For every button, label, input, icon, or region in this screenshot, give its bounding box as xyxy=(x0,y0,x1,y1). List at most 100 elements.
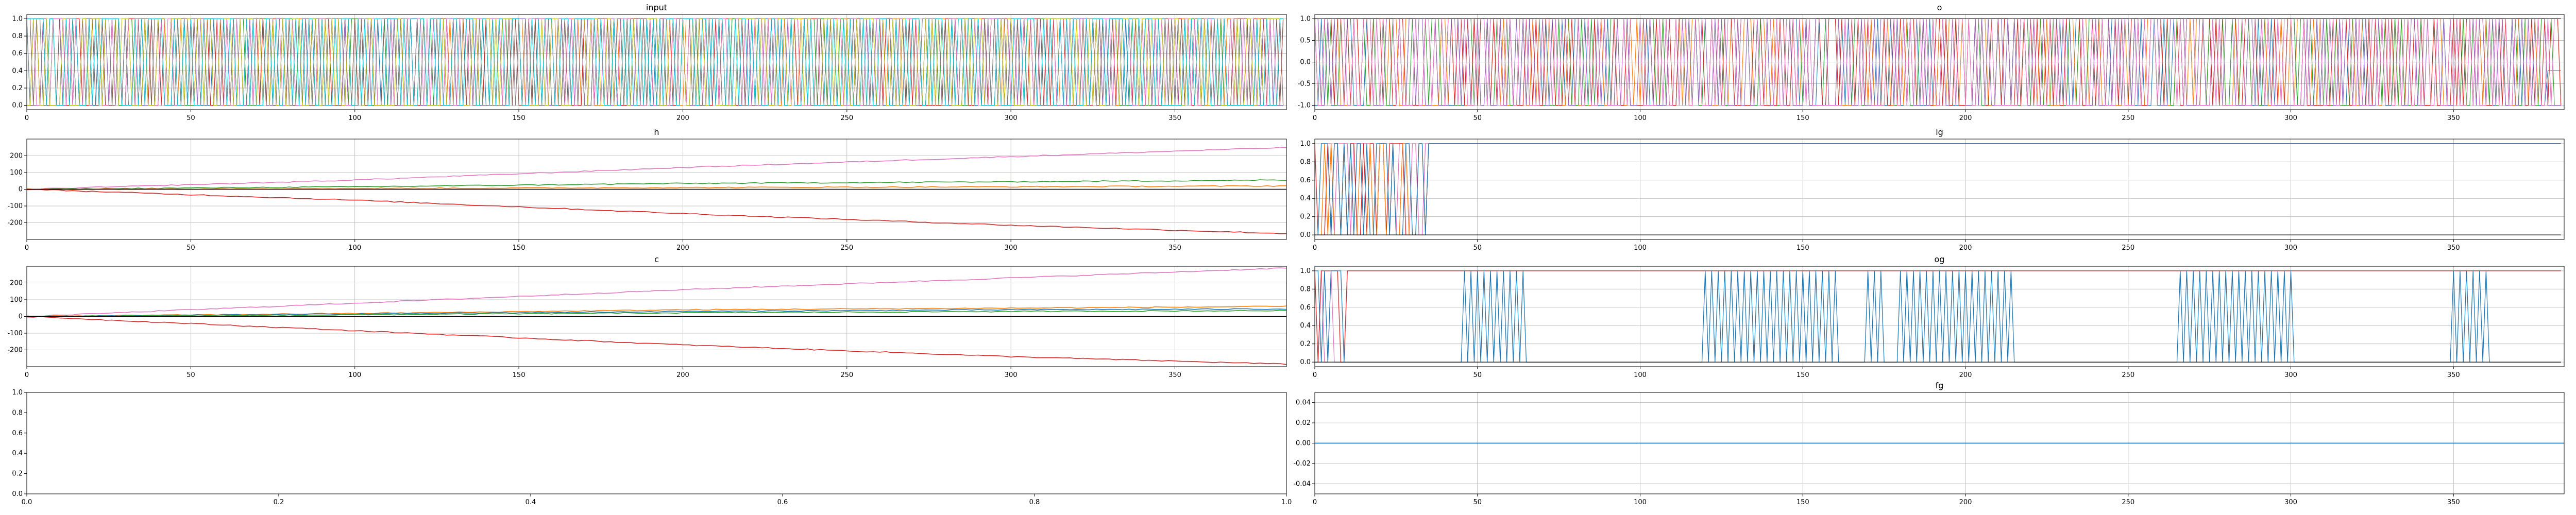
x-tick-label: 0.4 xyxy=(526,499,536,506)
x-tick-label: 350 xyxy=(2447,499,2460,506)
y-tick-label: -100 xyxy=(7,202,23,210)
chart-og: og 0 50 100 150 200 250 300 350 0.0 0.2 0.4 0.6 0.8 1.… xyxy=(1300,254,2565,379)
x-tick-label: 350 xyxy=(2447,114,2460,122)
y-tick-label: 0.0 xyxy=(1300,231,1311,239)
chart-input: input 0 50 100 150 200 250 300 350 0.0 0.2 0.4 0.6 0.… xyxy=(12,3,1287,122)
y-tick-label: -0.5 xyxy=(1298,80,1311,88)
x-tick-label: 150 xyxy=(513,371,526,379)
y-tick-label: 0 xyxy=(19,186,23,194)
y-tick-label: 100 xyxy=(10,169,23,177)
y-tick-label: 100 xyxy=(10,296,23,304)
y-tick-label: 0.0 xyxy=(12,490,23,498)
y-tick-label: 1.0 xyxy=(1300,267,1311,275)
x-tick-label: 300 xyxy=(2284,499,2297,506)
series-line-3 xyxy=(1315,143,2561,235)
x-tick-label: 250 xyxy=(2122,499,2134,506)
y-tick-label: -0.02 xyxy=(1293,460,1311,468)
x-tick-label: 200 xyxy=(1959,499,1972,506)
x-tick-label: 50 xyxy=(187,371,195,379)
y-tick-label: -200 xyxy=(7,219,23,227)
chart-empty: 0.0 0.2 0.4 0.6 0.8 1.0 0.0 0.2 0.4 0.6 0.8 1.0 xyxy=(12,389,1292,506)
x-tick-label: 200 xyxy=(676,244,689,252)
y-tick-label: 0 xyxy=(19,313,23,321)
y-tick-label: 0.8 xyxy=(1300,158,1311,166)
series-line-0 xyxy=(27,267,1286,317)
x-tick-label: 150 xyxy=(513,244,526,252)
y-tick-label: 0.4 xyxy=(1300,195,1311,202)
x-tick-label: 100 xyxy=(1634,244,1647,252)
x-tick-label: 150 xyxy=(1797,114,1809,122)
chart-c: c 0 50 100 150 200 250 300 350 -200 -100 0 100 200 xyxy=(7,254,1287,379)
series-line-0 xyxy=(27,146,1286,190)
x-tick-label: 200 xyxy=(1959,371,1972,379)
axes-frame xyxy=(26,139,1287,240)
x-tick-label: 250 xyxy=(840,244,853,252)
chart-title: input xyxy=(646,3,667,12)
x-tick-label: 350 xyxy=(1168,244,1181,252)
y-tick-label: 0.0 xyxy=(12,102,23,110)
x-tick-label: 300 xyxy=(1005,244,1018,252)
chart-title: o xyxy=(1937,3,1942,12)
x-tick-label: 300 xyxy=(1005,371,1018,379)
series-line-2 xyxy=(1315,270,2561,363)
y-tick-label: -200 xyxy=(7,347,23,354)
y-tick-label: 0.04 xyxy=(1296,399,1311,407)
x-tick-label: 200 xyxy=(676,371,689,379)
chart-o: o 0 50 100 150 200 250 300 350 -1.0 -0.5 0.0 0.5 1.0 xyxy=(1298,3,2565,122)
x-tick-label: 0.2 xyxy=(274,499,284,506)
y-tick-label: 0.2 xyxy=(1300,340,1311,348)
series-line-2 xyxy=(1315,143,2561,235)
chart-title: h xyxy=(654,127,659,137)
x-tick-label: 0 xyxy=(25,114,29,122)
x-tick-label: 150 xyxy=(1797,244,1809,252)
y-tick-label: -0.04 xyxy=(1293,480,1311,488)
y-tick-label: 0.2 xyxy=(1300,213,1311,221)
chart-title: ig xyxy=(1936,127,1943,137)
y-tick-label: 200 xyxy=(10,152,23,160)
x-tick-label: 200 xyxy=(1959,244,1972,252)
y-tick-label: 0.4 xyxy=(12,67,23,75)
plot-area xyxy=(1315,270,2561,363)
x-tick-label: 250 xyxy=(840,371,853,379)
axes-frame xyxy=(1314,266,2565,367)
chart-title: fg xyxy=(1936,381,1944,390)
x-tick-label: 300 xyxy=(2284,114,2297,122)
series-line-4 xyxy=(27,316,1286,365)
x-tick-label: 100 xyxy=(348,371,361,379)
x-tick-label: 300 xyxy=(2284,371,2297,379)
series-line-1 xyxy=(27,179,1286,190)
axes-frame xyxy=(26,14,1287,110)
chart-title: og xyxy=(1935,254,1945,264)
x-tick-label: 200 xyxy=(1959,114,1972,122)
y-tick-label: 1.0 xyxy=(1300,15,1311,23)
x-tick-label: 350 xyxy=(1168,371,1181,379)
y-tick-label: 1.0 xyxy=(12,15,23,23)
x-tick-label: 0 xyxy=(25,244,29,252)
chart-title: c xyxy=(654,254,659,264)
y-tick-label: 1.0 xyxy=(12,389,23,397)
y-tick-label: 0.02 xyxy=(1296,419,1311,427)
chart-h: h 0 50 100 150 200 250 300 350 -200 -100 0 100 200 xyxy=(7,127,1287,252)
y-tick-label: -1.0 xyxy=(1298,102,1311,110)
x-tick-label: 0 xyxy=(1313,499,1317,506)
series-line-2 xyxy=(27,308,1286,318)
x-tick-label: 350 xyxy=(1168,114,1181,122)
x-tick-label: 0.0 xyxy=(22,499,32,506)
series-line-3 xyxy=(27,189,1286,234)
series-line-1 xyxy=(1315,143,2561,235)
x-tick-label: 0 xyxy=(1313,371,1317,379)
plot-area xyxy=(27,146,1286,234)
y-tick-label: 0.4 xyxy=(1300,322,1311,330)
x-tick-label: 250 xyxy=(2122,244,2134,252)
x-tick-label: 200 xyxy=(676,114,689,122)
x-tick-label: 50 xyxy=(1473,499,1482,506)
x-tick-label: 250 xyxy=(2122,371,2134,379)
y-tick-label: 0.2 xyxy=(12,84,23,92)
axes-frame xyxy=(1314,139,2565,240)
x-tick-label: 350 xyxy=(2447,371,2460,379)
y-tick-label: 0.4 xyxy=(12,450,23,457)
x-tick-label: 0 xyxy=(25,371,29,379)
x-tick-label: 50 xyxy=(187,114,195,122)
x-tick-label: 350 xyxy=(2447,244,2460,252)
